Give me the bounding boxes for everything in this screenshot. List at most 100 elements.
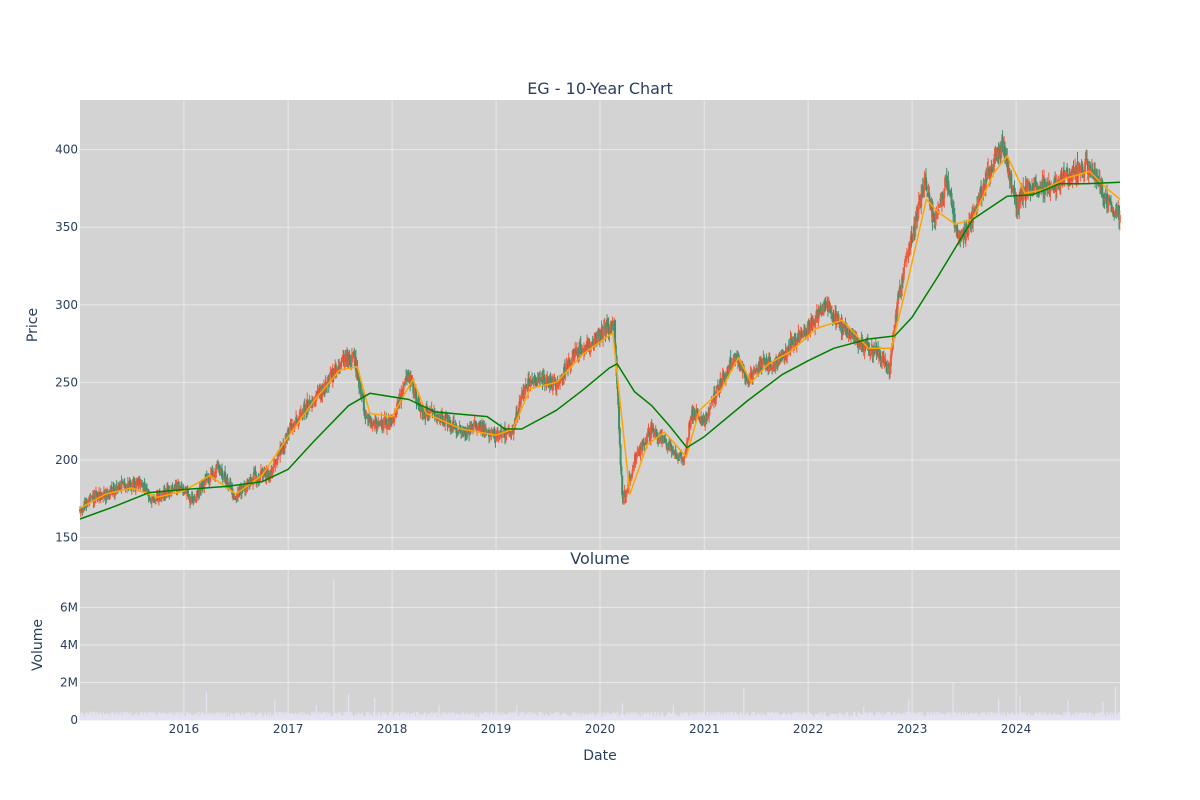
candle-body <box>614 320 617 346</box>
candle-body <box>396 401 399 409</box>
candle-body <box>448 420 451 425</box>
candle-body <box>385 426 388 430</box>
candle-body <box>279 447 282 456</box>
candle-body <box>610 321 613 332</box>
candle-body <box>655 429 658 435</box>
candle-body <box>403 383 406 385</box>
price-y-tick-label: 250 <box>55 375 78 389</box>
candle-body <box>713 392 716 403</box>
candle-body <box>943 188 946 199</box>
candle-body <box>858 342 861 346</box>
candle-body <box>494 440 497 442</box>
candle-body <box>90 495 93 498</box>
candle-body <box>543 381 546 386</box>
candle-body <box>965 223 968 228</box>
candle-body <box>271 467 274 472</box>
price-y-tick-label: 400 <box>55 143 78 157</box>
candle-body <box>493 428 496 439</box>
candle-body <box>364 416 367 420</box>
candle-body <box>444 413 447 417</box>
candle-body <box>161 496 164 498</box>
candle-body <box>263 470 266 477</box>
candle-body <box>395 409 398 414</box>
candle-body <box>1062 171 1065 185</box>
candle-body <box>900 289 903 296</box>
candle-body <box>561 378 564 381</box>
candle-body <box>85 498 88 507</box>
candle-body <box>657 436 660 441</box>
candle-body <box>299 409 302 415</box>
candle-body <box>752 368 755 376</box>
candle-body <box>940 192 943 207</box>
candle-body <box>391 419 394 424</box>
candle-body <box>382 417 385 429</box>
candle-body <box>505 432 508 435</box>
candle-body <box>153 501 156 503</box>
candle-body <box>1084 158 1087 166</box>
candle-body <box>338 366 341 370</box>
candle-body <box>771 364 774 372</box>
candle-body <box>536 379 539 384</box>
candle-body <box>212 473 215 475</box>
candle-body <box>669 444 672 446</box>
candle-body <box>121 481 124 484</box>
candle-body <box>751 376 754 380</box>
candle-body <box>191 496 194 499</box>
candle-body <box>1039 185 1042 191</box>
candle-body <box>703 417 706 425</box>
candle-body <box>1104 197 1107 203</box>
candle-body <box>316 391 319 393</box>
candle-body <box>539 378 542 380</box>
candle-body <box>1096 179 1099 183</box>
candle-body <box>960 233 963 240</box>
candle-body <box>442 423 445 426</box>
candle-body <box>500 431 503 438</box>
candle-body <box>217 466 220 470</box>
candle-body <box>126 486 129 488</box>
candle-body <box>723 373 726 381</box>
candle-body <box>317 393 320 395</box>
candle-body <box>237 492 240 498</box>
volume-grid <box>80 570 1120 721</box>
candle-body <box>429 411 432 413</box>
candle-body <box>216 464 219 468</box>
candle-body <box>556 382 559 384</box>
candle-body <box>979 189 982 200</box>
candle-body <box>625 491 628 497</box>
candle-body <box>523 391 526 396</box>
candle-body <box>687 437 690 439</box>
candle-body <box>767 360 770 373</box>
candle-body <box>835 316 838 325</box>
candle-body <box>459 425 462 430</box>
candle-body <box>693 409 696 418</box>
candle-body <box>135 478 138 485</box>
candle-body <box>539 379 542 382</box>
price-y-ticks: 150 200 250 300 350 400 <box>55 143 78 545</box>
candle-body <box>483 424 486 435</box>
candle-body <box>358 378 361 389</box>
candle-body <box>720 378 723 383</box>
candle-body <box>886 366 889 369</box>
candle-body <box>189 501 192 504</box>
candle-body <box>897 293 900 304</box>
candle-body <box>590 342 593 345</box>
candle-body <box>1108 197 1111 201</box>
candle-body <box>672 450 675 456</box>
candle-body <box>602 328 605 339</box>
candle-body <box>863 342 866 353</box>
candle-body <box>683 455 686 459</box>
candle-body <box>982 183 985 192</box>
candle-body <box>339 361 342 370</box>
candle-body <box>763 357 766 361</box>
candle-body <box>479 421 482 432</box>
candle-body <box>134 485 137 490</box>
candle-body <box>290 423 293 427</box>
candle-body <box>151 495 154 498</box>
candle-body <box>1069 177 1072 179</box>
candle-body <box>633 454 636 468</box>
candle-body <box>111 487 114 494</box>
candle-body <box>123 482 126 488</box>
candle-body <box>314 401 317 403</box>
candle-body <box>412 379 415 394</box>
candle-body <box>700 418 703 420</box>
